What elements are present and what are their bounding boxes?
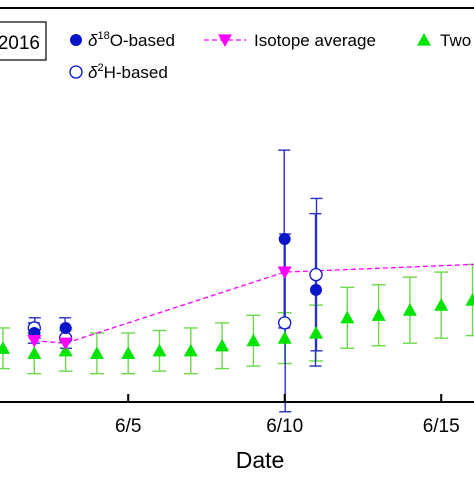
two-component-point <box>466 293 474 306</box>
panel-label: 2016 <box>0 33 40 54</box>
x-tick-label: 6/10 <box>266 416 303 437</box>
legend-marker-d2h <box>70 66 82 78</box>
two-component-point <box>434 298 448 311</box>
legend-marker-average <box>218 34 232 47</box>
x-axis-title: Date <box>236 447 285 473</box>
two-component-point <box>309 326 323 339</box>
two-component-point <box>121 346 135 359</box>
d2h-point <box>279 317 291 329</box>
two-component-point <box>27 346 41 359</box>
legend-label-d2h: δ2H-based <box>88 62 168 82</box>
two-component-point <box>90 346 104 359</box>
legend-label-d18o: δ18O-based <box>88 30 175 50</box>
two-component-point <box>215 339 229 352</box>
plot-area <box>0 148 474 430</box>
legend-label-average: Isotope average <box>254 31 376 50</box>
two-component-point <box>0 341 10 354</box>
two-component-point <box>372 308 386 321</box>
isotope-average-point <box>278 266 292 279</box>
legend-label-two: Two <box>440 31 471 50</box>
x-tick-label: 6/5 <box>115 416 141 437</box>
d2h-point <box>310 269 322 281</box>
legend-marker-two <box>417 33 431 46</box>
d18o-point <box>279 233 291 245</box>
two-component-point <box>403 303 417 316</box>
legend-marker-d18o <box>70 34 82 46</box>
d18o-point <box>60 322 72 334</box>
d18o-point <box>310 284 322 296</box>
two-component-point <box>184 344 198 357</box>
isotope-average-line <box>34 254 474 343</box>
two-component-point <box>246 334 260 347</box>
two-component-point <box>153 344 167 357</box>
two-component-point <box>340 311 354 324</box>
legend: 2016 δ18O-based δ2H-based Isotope average Tw… <box>0 22 471 82</box>
x-tick-label: 6/15 <box>423 416 460 437</box>
two-component-point <box>278 331 292 344</box>
